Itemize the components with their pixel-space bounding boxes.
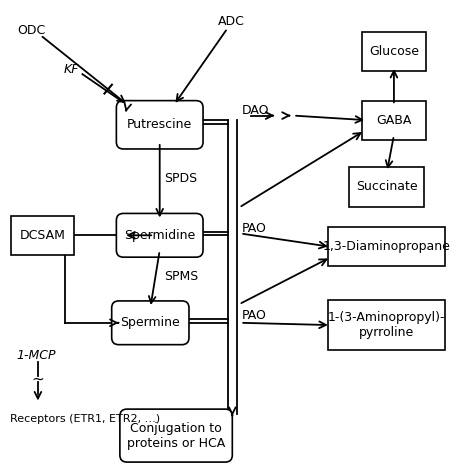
Text: 1,3-Diaminopropane: 1,3-Diaminopropane <box>323 240 451 254</box>
Text: GABA: GABA <box>376 114 411 127</box>
FancyBboxPatch shape <box>362 101 426 140</box>
FancyBboxPatch shape <box>120 409 232 462</box>
Text: DCSAM: DCSAM <box>19 229 65 242</box>
FancyBboxPatch shape <box>349 167 424 206</box>
Text: PAO: PAO <box>242 222 266 235</box>
Text: Conjugation to
proteins or HCA: Conjugation to proteins or HCA <box>127 422 225 450</box>
Text: SPMS: SPMS <box>164 270 199 283</box>
FancyBboxPatch shape <box>11 216 74 255</box>
Text: ADC: ADC <box>218 15 245 27</box>
FancyBboxPatch shape <box>117 101 203 149</box>
Text: SPDS: SPDS <box>164 172 198 185</box>
FancyBboxPatch shape <box>362 32 426 71</box>
Text: Putrescine: Putrescine <box>127 118 192 131</box>
Text: Succinate: Succinate <box>356 180 418 193</box>
Text: DAO: DAO <box>242 104 269 117</box>
Text: 1-(3-Aminopropyl)-
pyrroline: 1-(3-Aminopropyl)- pyrroline <box>328 311 446 339</box>
FancyBboxPatch shape <box>112 301 189 345</box>
Text: Spermine: Spermine <box>120 316 180 329</box>
FancyBboxPatch shape <box>117 213 203 257</box>
Text: Spermidine: Spermidine <box>124 229 195 242</box>
FancyBboxPatch shape <box>328 227 446 267</box>
FancyBboxPatch shape <box>328 300 446 350</box>
Text: ~: ~ <box>32 371 44 386</box>
Text: Receptors (ETR1, ETR2, …): Receptors (ETR1, ETR2, …) <box>10 414 160 425</box>
Text: ODC: ODC <box>17 24 45 37</box>
Text: Glucose: Glucose <box>369 45 419 58</box>
Text: KF: KF <box>64 63 79 76</box>
Text: 1-MCP: 1-MCP <box>17 349 56 362</box>
Text: PAO: PAO <box>242 309 266 322</box>
